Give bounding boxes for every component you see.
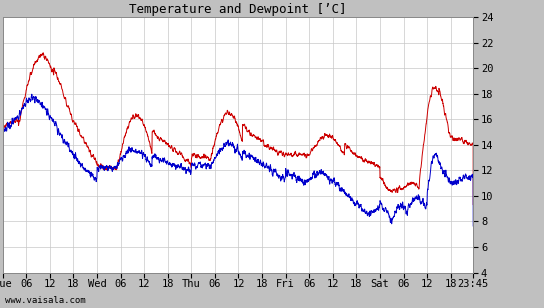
Title: Temperature and Dewpoint [’C]: Temperature and Dewpoint [’C] (129, 3, 347, 16)
Text: www.vaisala.com: www.vaisala.com (5, 296, 86, 305)
